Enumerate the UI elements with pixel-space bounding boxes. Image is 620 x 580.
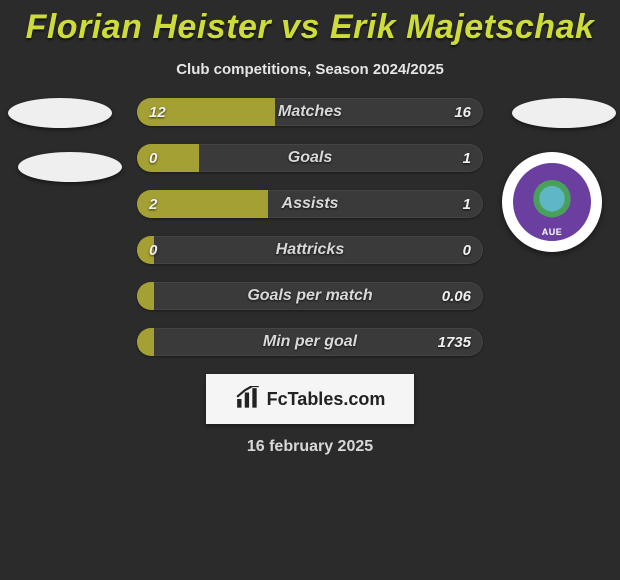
- stat-value-right: 1: [463, 190, 471, 218]
- footer-brand-text: FcTables.com: [267, 389, 386, 410]
- stat-fill-left: [137, 282, 154, 310]
- stat-row: Goals01: [137, 144, 483, 172]
- stat-fill-left: [137, 190, 268, 218]
- stat-label: Hattricks: [137, 236, 483, 264]
- stat-fill-left: [137, 98, 275, 126]
- stat-value-right: 0: [463, 236, 471, 264]
- stat-row: Matches1216: [137, 98, 483, 126]
- stat-fill-left: [137, 144, 199, 172]
- footer-date: 16 february 2025: [0, 438, 620, 456]
- stat-row: Goals per match0.06: [137, 282, 483, 310]
- stat-row: Min per goal1735: [137, 328, 483, 356]
- stat-value-right: 0.06: [442, 282, 471, 310]
- page-title: Florian Heister vs Erik Majetschak: [0, 0, 620, 47]
- stat-fill-left: [137, 328, 154, 356]
- footer-brand: FcTables.com: [206, 374, 414, 424]
- stat-label: Min per goal: [137, 328, 483, 356]
- subtitle: Club competitions, Season 2024/2025: [0, 61, 620, 78]
- stat-row: Hattricks00: [137, 236, 483, 264]
- left-player-badge-2: [18, 152, 118, 252]
- stat-value-right: 1735: [438, 328, 471, 356]
- chart-icon: [235, 386, 261, 412]
- stat-bars: Matches1216 Goals01 Assists21 Hattricks00 Go…: [137, 98, 483, 356]
- stat-value-right: 1: [463, 144, 471, 172]
- stat-row: Assists21: [137, 190, 483, 218]
- comparison-stage: AUE Matches1216 Goals01 Assists21 Hattricks…: [0, 98, 620, 356]
- right-club-logo: AUE: [502, 152, 602, 252]
- stat-label: Goals per match: [137, 282, 483, 310]
- club-logo-text: AUE: [519, 227, 585, 237]
- stat-value-right: 16: [454, 98, 471, 126]
- stat-fill-left: [137, 236, 154, 264]
